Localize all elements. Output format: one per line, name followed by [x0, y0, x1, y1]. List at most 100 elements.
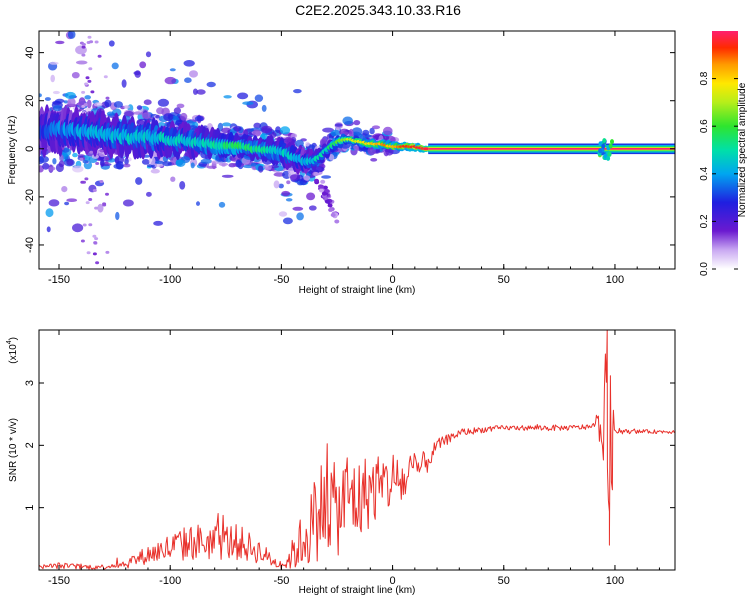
spectrogram-speck	[99, 149, 104, 153]
spectrogram-speck	[81, 45, 86, 49]
spectrogram-speck	[92, 252, 97, 256]
spectrogram-noise-cell	[67, 97, 76, 107]
spectrogram-noise-cell	[200, 158, 212, 164]
spectrogram-noise-cell	[93, 102, 103, 107]
spectrogram-speck	[93, 241, 98, 245]
spectrogram-noise-cell	[330, 129, 341, 137]
spectrogram-noise-cell	[242, 101, 254, 105]
colorbar-tick-label: 0.0	[699, 262, 710, 276]
spectrogram-speck	[84, 177, 89, 181]
spectrogram-frame	[38, 30, 676, 270]
snr-x-tick-label: -50	[273, 575, 289, 587]
spectrogram-noise-cell	[45, 208, 54, 218]
spectrogram-speck	[88, 223, 93, 227]
spectrogram-speck	[324, 199, 330, 204]
spectrogram-noise-cell	[98, 151, 106, 158]
spectrogram-speck	[80, 180, 85, 184]
spectrogram-speck	[79, 157, 84, 161]
spectrogram-noise-cell	[135, 177, 143, 185]
spectrogram-y-tick-label: 40	[24, 46, 36, 58]
spectrogram-noise-cell	[383, 126, 393, 136]
spectrogram-speck	[90, 90, 95, 94]
spectrogram-noise-cell	[50, 74, 55, 83]
spectrogram-speck	[334, 219, 340, 224]
spectrogram-noise-cell	[193, 88, 198, 95]
spectrogram-burst-cell	[610, 139, 614, 145]
spectrogram-speck	[87, 79, 92, 83]
spectrogram-noise-cell	[221, 127, 232, 134]
spectrogram-noise-cell	[279, 126, 291, 135]
spectrogram-x-tick-label: 50	[498, 274, 510, 286]
spectrogram-noise-cell	[286, 180, 291, 185]
spectrogram-speck	[94, 40, 99, 44]
figure-title: C2E2.2025.343.10.33.R16	[295, 2, 461, 18]
spectrogram-noise-cell	[66, 159, 74, 166]
spectrogram-y-tick-label: 20	[24, 95, 36, 107]
spectrogram-noise-cell	[141, 159, 150, 165]
spectrogram-noise-cell	[100, 158, 105, 168]
spectrogram-noise-cell	[67, 31, 76, 39]
spectrogram-speck	[328, 207, 334, 212]
spectrogram-noise-cell	[42, 162, 50, 170]
spectrogram-noise-cell	[64, 201, 70, 206]
spectrogram-noise-cell	[139, 61, 147, 69]
spectrogram-noise-cell	[370, 158, 378, 162]
snr-x-tick-label: -100	[159, 575, 181, 587]
spectrogram-noise-cell	[49, 61, 59, 65]
spectrogram-noise-cell	[253, 122, 261, 129]
spectrogram-noise-cell	[150, 168, 160, 174]
spectrogram-noise-cell	[339, 128, 350, 136]
spectrogram-noise-cell	[61, 186, 68, 193]
snr-x-tick-label: -150	[48, 575, 70, 587]
spectrogram-x-tick-label: -150	[48, 274, 70, 286]
spectrogram-x-tick-label: 0	[390, 274, 396, 286]
spectrogram-noise-cell	[72, 223, 84, 233]
spectrogram-speck	[330, 213, 336, 217]
spectrogram-speck	[83, 103, 88, 107]
spectrogram-noise-cell	[273, 180, 280, 189]
spectrogram-noise-cell	[106, 111, 115, 116]
spectrogram-noise-cell	[222, 122, 231, 127]
spectrogram-speck	[95, 261, 100, 265]
colorbar-tick-label: 0.6	[699, 119, 710, 133]
spectrogram-noise-cell	[179, 181, 186, 190]
spectrogram-noise-cell	[235, 159, 242, 168]
spectrogram-noise-cell	[115, 211, 120, 221]
spectrogram-noise-cell	[152, 163, 164, 168]
snr-scale-factor: (x104)	[6, 337, 19, 364]
spectrogram-noise-cell	[108, 40, 115, 47]
spectrogram-noise-cell	[82, 160, 89, 164]
spectrogram-noise-cell	[157, 98, 169, 107]
colorbar-tick-label: 0.8	[699, 71, 710, 85]
spectrogram-speck	[103, 75, 108, 79]
spectrogram-speck	[89, 150, 94, 154]
spectrogram-speck	[105, 192, 109, 196]
spectrogram-noise-cell	[371, 125, 381, 130]
spectrogram-noise-cell	[39, 93, 42, 98]
spectrogram-speck	[102, 202, 107, 206]
spectrogram-noise-cell	[353, 120, 361, 126]
spectrogram-marks	[39, 31, 675, 265]
spectrogram-speck	[86, 251, 91, 255]
spectrogram-noise-cell	[156, 107, 165, 115]
spectrogram-speck	[84, 82, 89, 86]
spectrogram-speck	[94, 206, 99, 210]
colorbar-gradient	[712, 31, 738, 269]
spectrogram-noise-cell	[292, 206, 304, 211]
spectrogram-noise-cell	[184, 77, 192, 83]
spectrogram-speck	[92, 189, 97, 192]
spectrogram-speck	[327, 203, 333, 208]
spectrogram-speck	[88, 198, 93, 201]
colorbar-tick-label: 0.2	[699, 214, 710, 228]
spectrogram-burst-cell	[606, 155, 611, 161]
spectrogram-noise-cell	[303, 175, 311, 181]
spectrogram-noise-cell	[296, 212, 304, 221]
spectrogram-x-tick-label: -50	[273, 274, 289, 286]
spectrogram-noise-cell	[39, 155, 45, 165]
spectrogram-noise-cell	[52, 90, 60, 95]
colorbar-label: Normalized spectral amplitude	[737, 82, 748, 217]
spectrogram-burst-cell	[607, 151, 612, 157]
spectrogram-burst-cell	[601, 143, 606, 149]
spectrogram-noise-cell	[173, 107, 181, 114]
